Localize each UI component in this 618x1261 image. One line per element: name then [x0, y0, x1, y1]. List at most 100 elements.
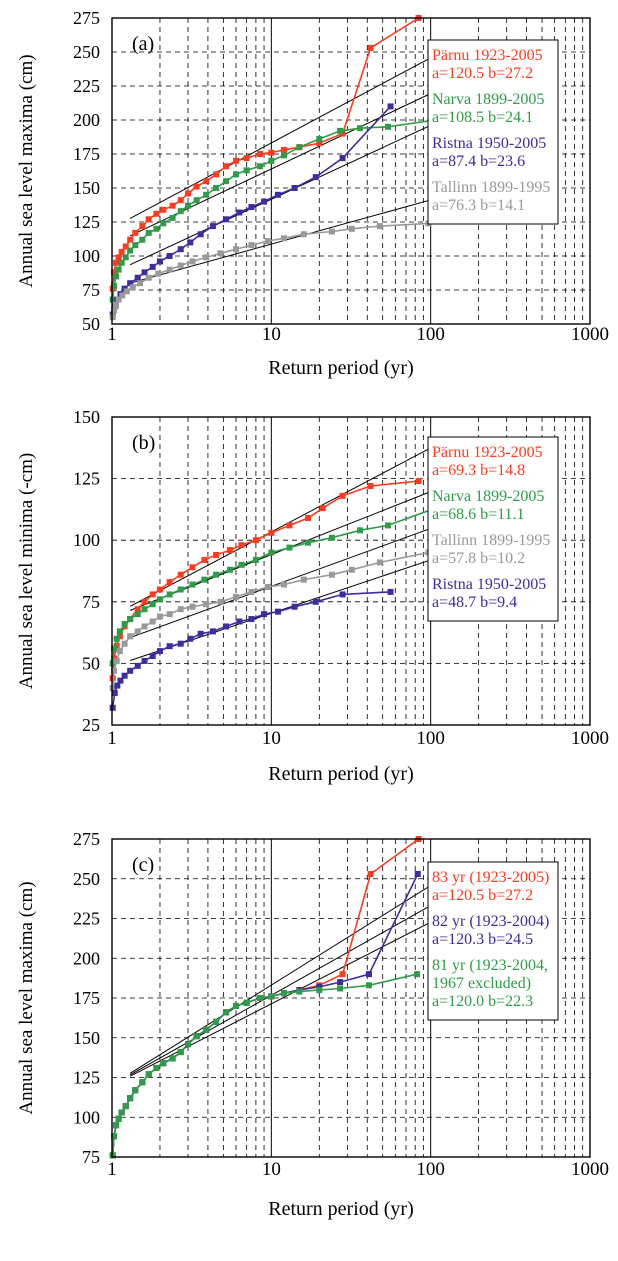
data-point [177, 586, 184, 593]
data-point [160, 206, 167, 213]
data-point [238, 561, 245, 568]
data-point [280, 990, 287, 997]
data-point [387, 588, 394, 595]
data-point [348, 566, 355, 573]
y-tick-label: 175 [73, 988, 100, 1008]
data-point [141, 269, 148, 276]
data-point [134, 274, 141, 281]
legend-params: a=87.4 b=23.6 [432, 153, 525, 170]
data-point [118, 259, 125, 266]
y-tick-label: 150 [73, 178, 100, 198]
x-tick-label: 1000 [571, 728, 609, 749]
fit-line [129, 905, 431, 1076]
fit-line [129, 57, 431, 219]
data-point [149, 601, 156, 608]
data-point [217, 250, 224, 257]
data-point [134, 628, 141, 635]
data-point [117, 677, 124, 684]
y-axis-title: Annual sea level maxima (cm) [16, 54, 37, 287]
fit-line [129, 447, 431, 607]
data-point [141, 657, 148, 664]
data-point [123, 288, 130, 295]
data-point [223, 623, 230, 630]
data-point [113, 657, 120, 664]
data-point [113, 635, 120, 642]
data-point [177, 262, 184, 269]
data-point [156, 648, 163, 655]
data-point [118, 1109, 125, 1116]
data-point [127, 616, 134, 623]
data-point [413, 971, 420, 978]
data-point [319, 505, 326, 512]
legend-params: a=76.3 b=14.1 [432, 197, 525, 214]
panel-label: (a) [132, 33, 154, 55]
data-point [223, 163, 230, 170]
data-point [166, 591, 173, 598]
y-tick-label: 50 [82, 314, 100, 334]
data-point [127, 236, 134, 243]
data-point [414, 870, 421, 877]
y-tick-label: 50 [82, 653, 100, 673]
data-point [145, 1071, 152, 1078]
data-point [166, 253, 173, 259]
y-tick-label: 150 [73, 407, 100, 427]
y-tick-label: 125 [73, 1068, 100, 1088]
data-point [296, 988, 303, 995]
data-point [116, 633, 123, 640]
legend-params: a=120.5 b=27.2 [432, 65, 533, 82]
data-point [132, 229, 139, 236]
data-point [149, 263, 156, 270]
data-point [134, 606, 141, 613]
data-point [232, 1002, 239, 1009]
data-point [248, 204, 255, 211]
y-tick-label: 100 [73, 1107, 100, 1127]
y-tick-label: 75 [82, 280, 100, 300]
data-point [264, 584, 271, 591]
data-point [201, 576, 208, 583]
data-point [367, 482, 374, 489]
legend-label: Pärnu 1923-2005 [432, 444, 543, 461]
legend-params: a=120.0 b=22.3 [432, 993, 533, 1010]
data-point [367, 44, 374, 51]
data-point [156, 596, 163, 603]
data-point [149, 653, 156, 660]
data-point [248, 616, 255, 623]
fit-line [129, 527, 431, 639]
data-point [149, 618, 156, 625]
data-point [189, 603, 196, 610]
series-line-0 [111, 17, 420, 289]
data-point [127, 667, 134, 674]
y-tick-label: 100 [73, 246, 100, 266]
y-tick-label: 200 [73, 948, 100, 968]
data-point [129, 284, 136, 291]
data-point [286, 544, 293, 551]
data-point [177, 571, 184, 578]
data-point [193, 1033, 200, 1040]
y-tick-label: 125 [73, 212, 100, 232]
data-point [387, 103, 394, 110]
data-point [232, 171, 239, 178]
data-point [213, 171, 220, 178]
data-point [169, 214, 176, 221]
data-point [156, 613, 163, 620]
x-tick-label: 1 [107, 1159, 117, 1180]
data-point [280, 235, 287, 242]
chart-panel-c: 83 yr (1923-2005)a=120.5 b=27.2 82 yr (19… [16, 829, 609, 1220]
y-tick-label: 250 [73, 42, 100, 62]
data-point [185, 202, 192, 209]
data-point [166, 579, 173, 586]
x-tick-label: 10 [262, 728, 281, 749]
data-point [248, 588, 255, 595]
data-point [134, 662, 141, 669]
data-point [197, 231, 204, 238]
legend-params: a=68.6 b=11.1 [432, 506, 525, 523]
data-point [115, 296, 122, 303]
y-tick-label: 175 [73, 144, 100, 164]
data-point [169, 202, 176, 209]
data-point [111, 667, 118, 674]
data-point [177, 640, 184, 647]
data-point [145, 229, 152, 236]
data-point [116, 628, 123, 635]
data-point [177, 246, 184, 253]
